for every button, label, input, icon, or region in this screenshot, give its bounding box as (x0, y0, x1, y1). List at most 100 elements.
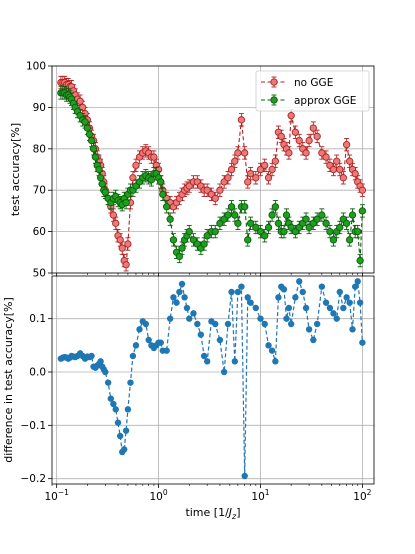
data-point (87, 136, 96, 145)
data-point (116, 236, 124, 244)
data-point (166, 215, 174, 223)
data-point (302, 304, 310, 312)
data-point (122, 198, 130, 207)
x-label-suffix: ] (236, 506, 240, 519)
data-point (246, 219, 255, 227)
data-point (157, 178, 165, 186)
legend-box (255, 70, 370, 112)
difference-series (57, 278, 366, 480)
data-point (112, 219, 120, 227)
data-point (339, 174, 347, 182)
data-point (211, 227, 219, 236)
data-point (356, 256, 364, 265)
legend-marker (270, 78, 278, 86)
data-point (285, 149, 293, 157)
data-point (277, 132, 285, 141)
legend-entry-no-gge: no GGE (261, 76, 333, 89)
data-point (305, 326, 313, 333)
data-point (85, 130, 94, 138)
data-point (234, 149, 242, 157)
data-point (98, 180, 106, 188)
data-point (224, 211, 232, 219)
data-point (261, 320, 268, 328)
data-point (200, 240, 208, 248)
data-point (79, 103, 87, 112)
data-point (268, 165, 276, 174)
difference-ticks: −0.2 −0.1 0.0 0.1 10−1 100 101 102 (21, 313, 372, 503)
data-point (336, 288, 343, 296)
data-point (183, 304, 191, 312)
data-point (313, 132, 321, 141)
data-point (271, 203, 280, 211)
data-point (326, 227, 334, 236)
data-point (112, 406, 119, 413)
accuracy-ticks: 50 60 70 80 90 100 (26, 61, 363, 280)
series-approx-gge (57, 86, 367, 268)
difference-axes-frame (51, 275, 375, 485)
data-point (310, 336, 317, 344)
data-point (349, 326, 356, 333)
data-point (227, 165, 236, 174)
data-point (285, 304, 293, 312)
data-point (114, 419, 122, 426)
data-point (318, 211, 326, 219)
data-point (292, 294, 299, 301)
data-point (211, 194, 219, 203)
data-point (264, 223, 273, 232)
data-point (200, 352, 208, 360)
series-line (60, 279, 363, 477)
data-point (116, 432, 124, 440)
data-point (244, 294, 251, 301)
y-tick-label: 90 (33, 102, 46, 114)
data-point (313, 320, 321, 328)
accuracy-series (57, 75, 367, 272)
data-point (228, 288, 235, 296)
data-point (268, 347, 276, 354)
data-point (175, 252, 184, 261)
data-point (322, 219, 330, 227)
legend-label-no-gge: no GGE (294, 77, 333, 89)
data-point (340, 304, 347, 312)
data-point (170, 294, 177, 301)
data-point (257, 315, 264, 322)
y-tick-label: 0.0 (29, 367, 46, 379)
data-point (265, 342, 272, 349)
data-point (351, 169, 359, 178)
data-point (330, 310, 337, 317)
data-point (252, 223, 260, 232)
data-point (197, 331, 205, 338)
data-point (118, 244, 126, 252)
data-point (346, 299, 353, 306)
data-point (356, 299, 364, 306)
data-point (336, 223, 344, 232)
data-point (247, 299, 254, 306)
data-point (322, 153, 330, 161)
data-point (231, 358, 239, 365)
legend-swatch-no-gge (261, 76, 287, 88)
data-point (127, 379, 134, 386)
data-point (296, 278, 303, 285)
data-point (244, 178, 252, 186)
data-point (295, 136, 303, 145)
x-tick-label: 10−1 (44, 488, 69, 503)
data-point (147, 176, 156, 184)
data-point (159, 190, 167, 198)
data-point (351, 283, 359, 290)
data-point (343, 294, 350, 301)
x-label-subscript: z (231, 512, 237, 521)
data-point (342, 141, 351, 149)
data-point (264, 174, 273, 182)
data-point (322, 299, 330, 306)
data-point (212, 320, 219, 328)
data-point (329, 165, 338, 174)
data-point (354, 227, 362, 236)
data-point (169, 236, 178, 244)
data-point (129, 352, 137, 360)
data-point (336, 165, 344, 174)
data-point (302, 149, 310, 157)
data-point (107, 395, 115, 402)
data-point (318, 283, 326, 290)
data-point (185, 227, 193, 236)
data-point (234, 219, 242, 227)
data-point (83, 124, 91, 132)
